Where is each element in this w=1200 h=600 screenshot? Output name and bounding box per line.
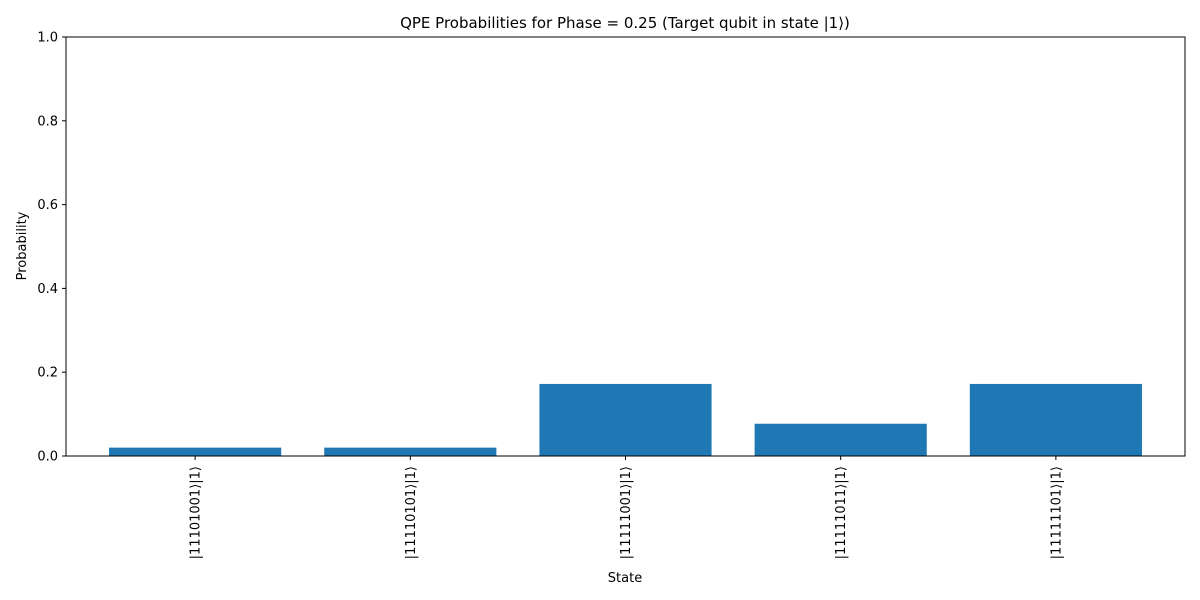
bar-2: [539, 383, 712, 456]
x-tick-label: |11111101⟩|1⟩: [1049, 466, 1064, 559]
x-tick-label: |11111001⟩|1⟩: [619, 466, 634, 559]
bars-group: [109, 383, 1142, 456]
y-axis-label: Probability: [15, 211, 30, 280]
y-tick-label: 0.2: [37, 366, 58, 381]
y-tick-label: 0.6: [37, 198, 58, 213]
x-tick-label: |11101001⟩|1⟩: [189, 466, 204, 559]
bar-1: [324, 447, 497, 456]
x-axis-ticks: |11101001⟩|1⟩ |11110101⟩|1⟩ |11111001⟩|1⟩ |…: [189, 456, 1064, 559]
y-tick-label: 0.8: [37, 114, 58, 129]
bar-4: [969, 383, 1142, 456]
x-tick-label: |11110101⟩|1⟩: [404, 466, 419, 559]
y-axis-ticks: 0.0 0.2 0.4 0.6 0.8 1.0: [37, 31, 66, 465]
x-axis-label: State: [608, 571, 642, 586]
y-tick-label: 0.4: [37, 282, 58, 297]
y-tick-label: 0.0: [37, 450, 58, 465]
bar-0: [109, 447, 282, 456]
bar-3: [754, 423, 927, 456]
x-tick-label: |11111011⟩|1⟩: [834, 466, 849, 559]
y-tick-label: 1.0: [37, 31, 58, 46]
chart-title: QPE Probabilities for Phase = 0.25 (Targ…: [400, 14, 850, 32]
